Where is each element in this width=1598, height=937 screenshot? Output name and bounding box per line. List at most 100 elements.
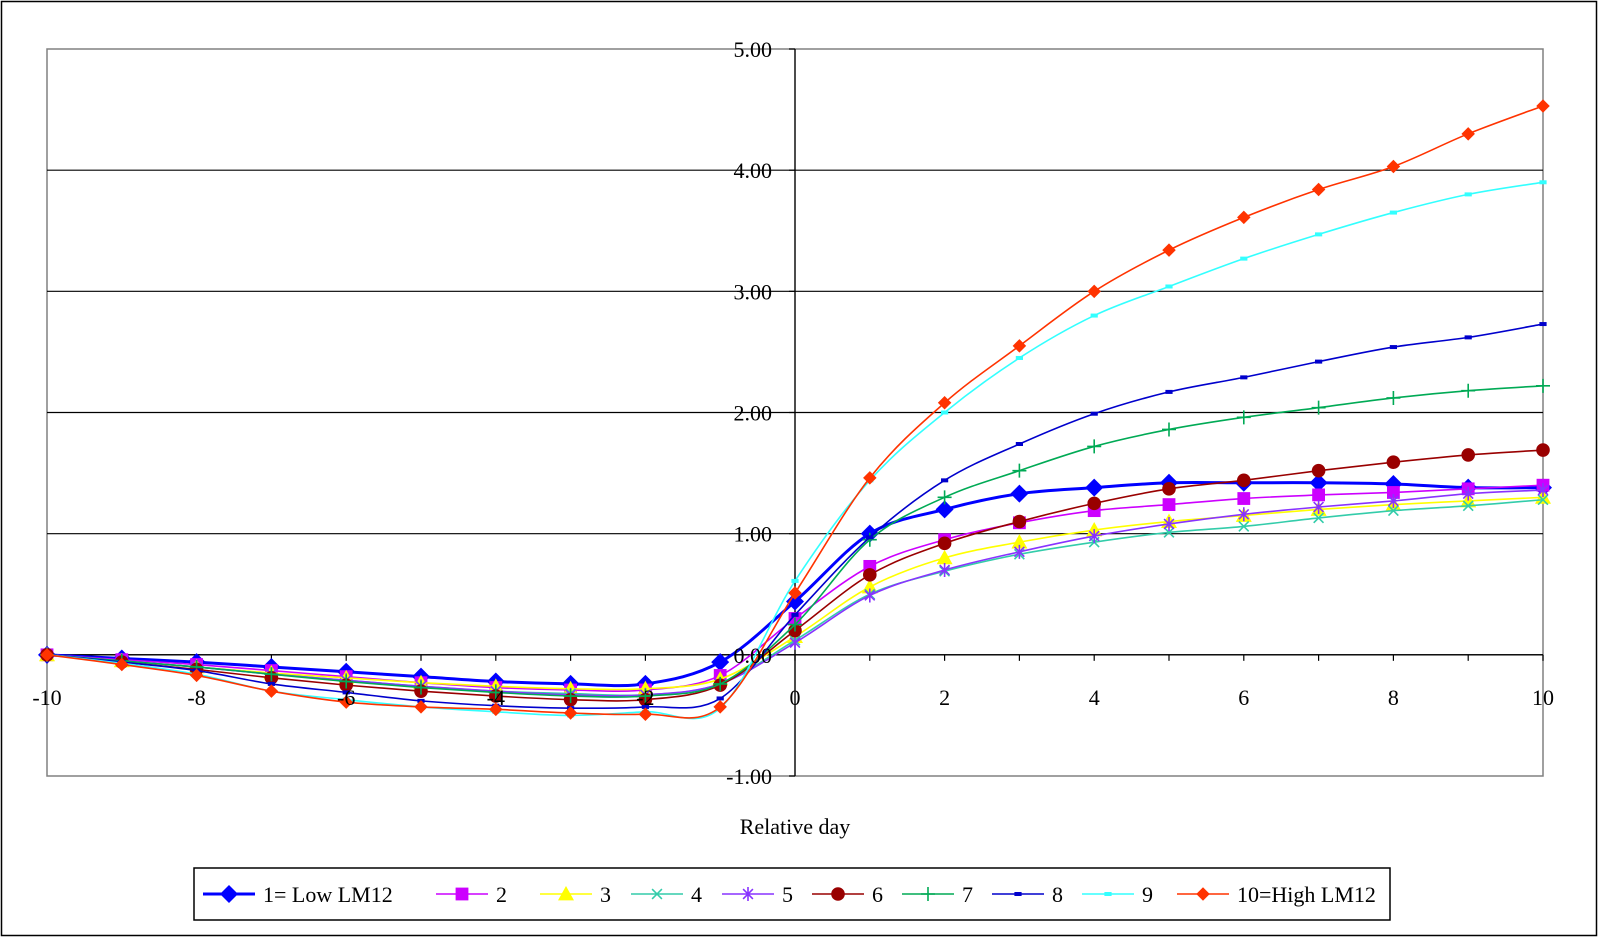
data-point-10-14: [1087, 284, 1101, 299]
x-axis-label: Relative day: [740, 814, 851, 839]
x-tick-label-1: -8: [187, 685, 205, 710]
series-7: [40, 378, 1550, 704]
x-tick-label-8: 6: [1238, 685, 1249, 710]
data-point-9-19: [1464, 192, 1472, 197]
data-point-9-15: [1165, 284, 1173, 289]
data-point-8-11: [866, 535, 874, 540]
series-10: [40, 99, 1550, 721]
data-point-8-18: [1389, 345, 1397, 350]
data-point-7-13: [1012, 463, 1027, 478]
data-point-6-19: [1461, 448, 1475, 462]
data-point-9-13: [1015, 355, 1023, 360]
data-point-10-0: [40, 648, 54, 662]
legend-entry-6: 6: [812, 882, 883, 907]
data-point-6-12: [937, 536, 952, 551]
y-tick-label-6: 5.00: [734, 37, 773, 62]
data-point-4-17: [1313, 512, 1325, 524]
data-point-5-17: [1313, 500, 1325, 515]
y-tick-label-3: 2.00: [734, 401, 773, 426]
data-point-7-11: [862, 532, 877, 547]
x-tick-label-9: 8: [1388, 685, 1399, 710]
data-point-7-4: [339, 674, 354, 689]
data-point-8-9: [716, 696, 724, 701]
data-point-10-16: [1237, 210, 1251, 225]
x-tick-label-3: -4: [487, 685, 505, 710]
legend-label-2: 2: [496, 882, 507, 907]
legend-entry-9: 9: [1082, 882, 1153, 907]
data-point-7-10: [788, 617, 802, 632]
data-point-4-16: [1238, 520, 1250, 532]
data-point-6-17: [1311, 463, 1326, 478]
data-point-9-16: [1240, 256, 1248, 261]
legend-swatch-marker: [1104, 892, 1112, 896]
data-point-7-6: [488, 685, 503, 700]
legend-entry-1: 1= Low LM12: [203, 882, 393, 907]
data-point-10-18: [1386, 159, 1401, 174]
data-point-10-2: [189, 668, 204, 683]
data-point-9-10: [791, 578, 799, 583]
series-group: [38, 99, 1552, 721]
data-point-10-10: [788, 586, 802, 600]
data-point-2-16: [1237, 492, 1251, 505]
data-point-7-19: [1461, 383, 1476, 398]
legend-swatch-marker: [455, 887, 469, 901]
data-point-4-15: [1163, 526, 1175, 538]
data-point-10-6: [489, 702, 503, 717]
data-point-8-8: [641, 704, 649, 709]
data-point-6-18: [1386, 455, 1401, 469]
data-point-10-5: [414, 700, 428, 714]
y-tick-label-2: 1.00: [734, 522, 773, 547]
tick-labels: -1.00 0.00 1.00 2.00 3.00 4.00 5.00 -10 -8 -6 -4 -2…: [32, 37, 1554, 789]
data-point-7-17: [1311, 400, 1326, 415]
data-point-5-15: [1163, 516, 1175, 531]
x-tick-label-10: 10: [1532, 685, 1554, 710]
legend-label-9: 9: [1142, 882, 1153, 907]
legend: 1= Low LM12 2 3 4 5 6 7 8 9 10=High LM12: [193, 867, 1391, 921]
legend-label-10: 10=High LM12: [1237, 882, 1376, 907]
legend-label-6: 6: [872, 882, 883, 907]
y-tick-label-4: 3.00: [734, 279, 773, 304]
legend-swatch-marker: [921, 887, 935, 901]
data-point-7-7: [563, 689, 578, 704]
legend-swatch-marker: [651, 888, 663, 900]
x-tick-label-6: 2: [939, 685, 950, 710]
legend-label-4: 4: [691, 882, 702, 907]
legend-swatch-marker: [742, 887, 754, 901]
legend-swatch-marker: [831, 887, 845, 901]
legend-swatch-marker: [1014, 892, 1022, 896]
x-tick-label-4: -2: [636, 685, 654, 710]
data-point-6-20: [1536, 443, 1550, 457]
data-point-8-14: [1090, 411, 1098, 416]
data-point-10-9: [713, 700, 727, 714]
data-point-2-15: [1162, 498, 1176, 511]
data-point-7-9: [713, 676, 728, 691]
x-tick-label-7: 4: [1089, 685, 1100, 710]
data-point-2-17: [1312, 488, 1325, 502]
legend-label-1: 1= Low LM12: [263, 882, 393, 907]
data-point-8-12: [941, 478, 949, 483]
x-tick-label-2: -6: [337, 685, 355, 710]
legend-entry-3: 3: [540, 882, 611, 907]
x-tick-label-5: 0: [790, 685, 801, 710]
data-point-8-19: [1464, 335, 1472, 340]
data-point-1-14: [1085, 478, 1104, 497]
legend-swatch-marker: [1196, 887, 1210, 901]
data-point-5-14: [1088, 529, 1100, 544]
data-point-7-20: [1536, 378, 1550, 393]
data-point-3-12: [936, 549, 953, 565]
legend-swatch-marker: [220, 885, 238, 903]
data-point-4-18: [1387, 505, 1399, 517]
data-point-1-9: [711, 653, 730, 672]
data-point-5-20: [1537, 483, 1549, 498]
data-point-5-13: [1013, 544, 1025, 559]
data-point-3-13: [1011, 534, 1028, 549]
data-point-5-16: [1238, 507, 1250, 522]
legend-label-3: 3: [600, 882, 611, 907]
data-point-10-19: [1461, 127, 1475, 141]
data-point-10-17: [1311, 182, 1326, 197]
legend-entry-5: 5: [722, 882, 793, 907]
data-point-5-11: [864, 588, 876, 603]
legend-entry-7: 7: [902, 882, 973, 907]
data-point-8-10: [791, 612, 799, 617]
